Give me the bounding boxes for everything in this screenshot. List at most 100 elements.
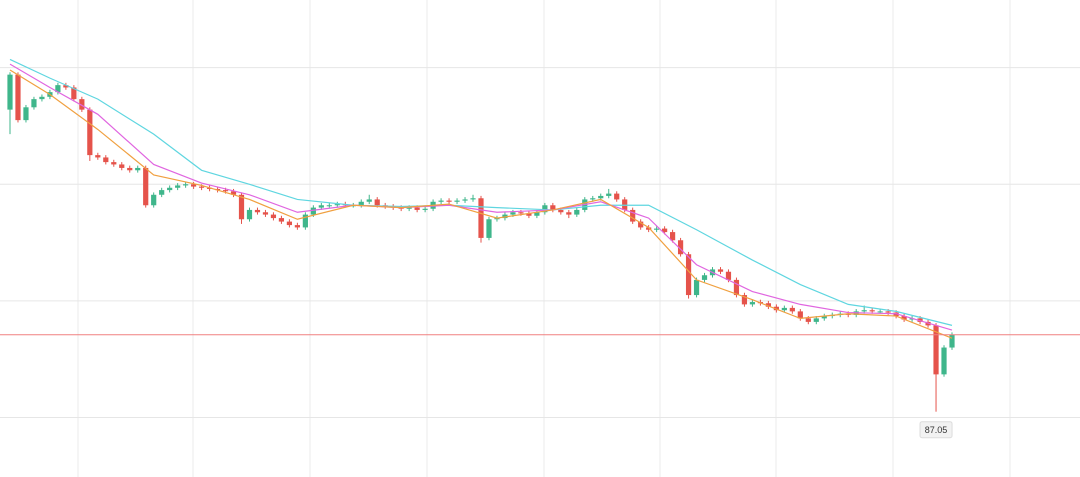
candle-body (638, 221, 644, 228)
moving-average (9, 69, 953, 339)
candle-body (606, 193, 612, 196)
candle-body (159, 190, 165, 195)
candle-body (805, 318, 811, 322)
candle-body (765, 303, 771, 307)
candle-body (358, 201, 364, 206)
candle-body (630, 209, 636, 222)
candle-body (574, 209, 580, 215)
candle-body (470, 198, 476, 200)
candle-body (462, 199, 468, 201)
candle-body (302, 214, 308, 228)
candle-body (294, 225, 300, 228)
candle-body (246, 209, 253, 220)
candle-body (414, 207, 420, 210)
candle-body (901, 316, 907, 320)
candle-body (566, 212, 572, 215)
candle-body (87, 109, 93, 156)
candle-body (598, 195, 604, 199)
candle-body (733, 279, 740, 296)
candle-body (486, 219, 492, 238)
candle-body (693, 279, 700, 296)
candle-body (558, 209, 564, 213)
candle-body (534, 212, 540, 216)
candle-body (662, 228, 668, 233)
candle-body (254, 209, 261, 213)
candle-body (590, 198, 596, 200)
candle-body (518, 212, 524, 214)
candle-body (654, 228, 660, 230)
candle-body (135, 167, 141, 171)
candle-body (821, 316, 827, 319)
candle-body (183, 184, 189, 186)
candle-body (334, 204, 340, 206)
candle-body (286, 221, 293, 226)
candle-body (454, 200, 460, 202)
candle-body (151, 194, 157, 206)
candle-body (781, 307, 787, 311)
candle-body (79, 99, 85, 110)
moving-average (9, 63, 953, 331)
candle-body (326, 205, 332, 207)
candle-body (614, 193, 620, 200)
candle-body (71, 87, 77, 100)
candle-body (422, 208, 428, 210)
candle-body (669, 232, 676, 241)
candle-body (262, 212, 269, 215)
candle-body (95, 155, 101, 158)
candle-body (230, 191, 237, 195)
candle-body (717, 269, 724, 272)
candle-body (438, 200, 444, 202)
candle-body (869, 310, 875, 312)
candle-body (55, 85, 61, 93)
candle-body (542, 205, 548, 213)
candle-body (39, 96, 45, 100)
candle-body (7, 74, 13, 110)
candle-body (446, 200, 452, 202)
candle-body (877, 311, 883, 313)
candle-body (885, 311, 891, 313)
candle-body (677, 240, 684, 255)
candle-body (725, 271, 732, 280)
candle-body (222, 190, 229, 192)
candle-body (933, 325, 939, 375)
candle-body (270, 214, 277, 219)
candle-body (238, 194, 245, 220)
candle-body (127, 167, 133, 171)
low-label: 87.05 (925, 425, 948, 435)
candle-body (741, 295, 748, 305)
candle-body (374, 199, 380, 206)
candle-body (15, 74, 21, 121)
candle-body (749, 302, 756, 305)
candle-body (278, 218, 285, 222)
candle-body (941, 347, 947, 375)
candle-body (366, 199, 372, 202)
candle-body (175, 185, 181, 188)
low-label-box (919, 421, 953, 439)
candle-body (119, 164, 125, 168)
candle-body (789, 307, 795, 312)
moving-average (9, 58, 953, 326)
candle-body (685, 254, 692, 296)
candle-body (103, 157, 109, 163)
candle-body (143, 167, 149, 206)
candle-body (813, 318, 819, 322)
candle-body (191, 184, 197, 187)
candle-body (31, 99, 37, 108)
candle-body (861, 310, 867, 312)
vertical-grid (77, 0, 1011, 477)
candle-body (550, 205, 556, 210)
candle-body (198, 186, 205, 188)
candle-body (23, 107, 29, 121)
candle-body (797, 311, 803, 319)
candle-body (111, 162, 117, 165)
candle-body (167, 187, 173, 191)
candle-body (701, 275, 708, 280)
candle-body (478, 198, 484, 238)
candle-body (406, 207, 412, 209)
candle-body (949, 334, 955, 348)
candle-body (526, 213, 532, 216)
candle-body (310, 207, 316, 215)
candle-body (510, 212, 516, 215)
candle-body (646, 227, 652, 230)
